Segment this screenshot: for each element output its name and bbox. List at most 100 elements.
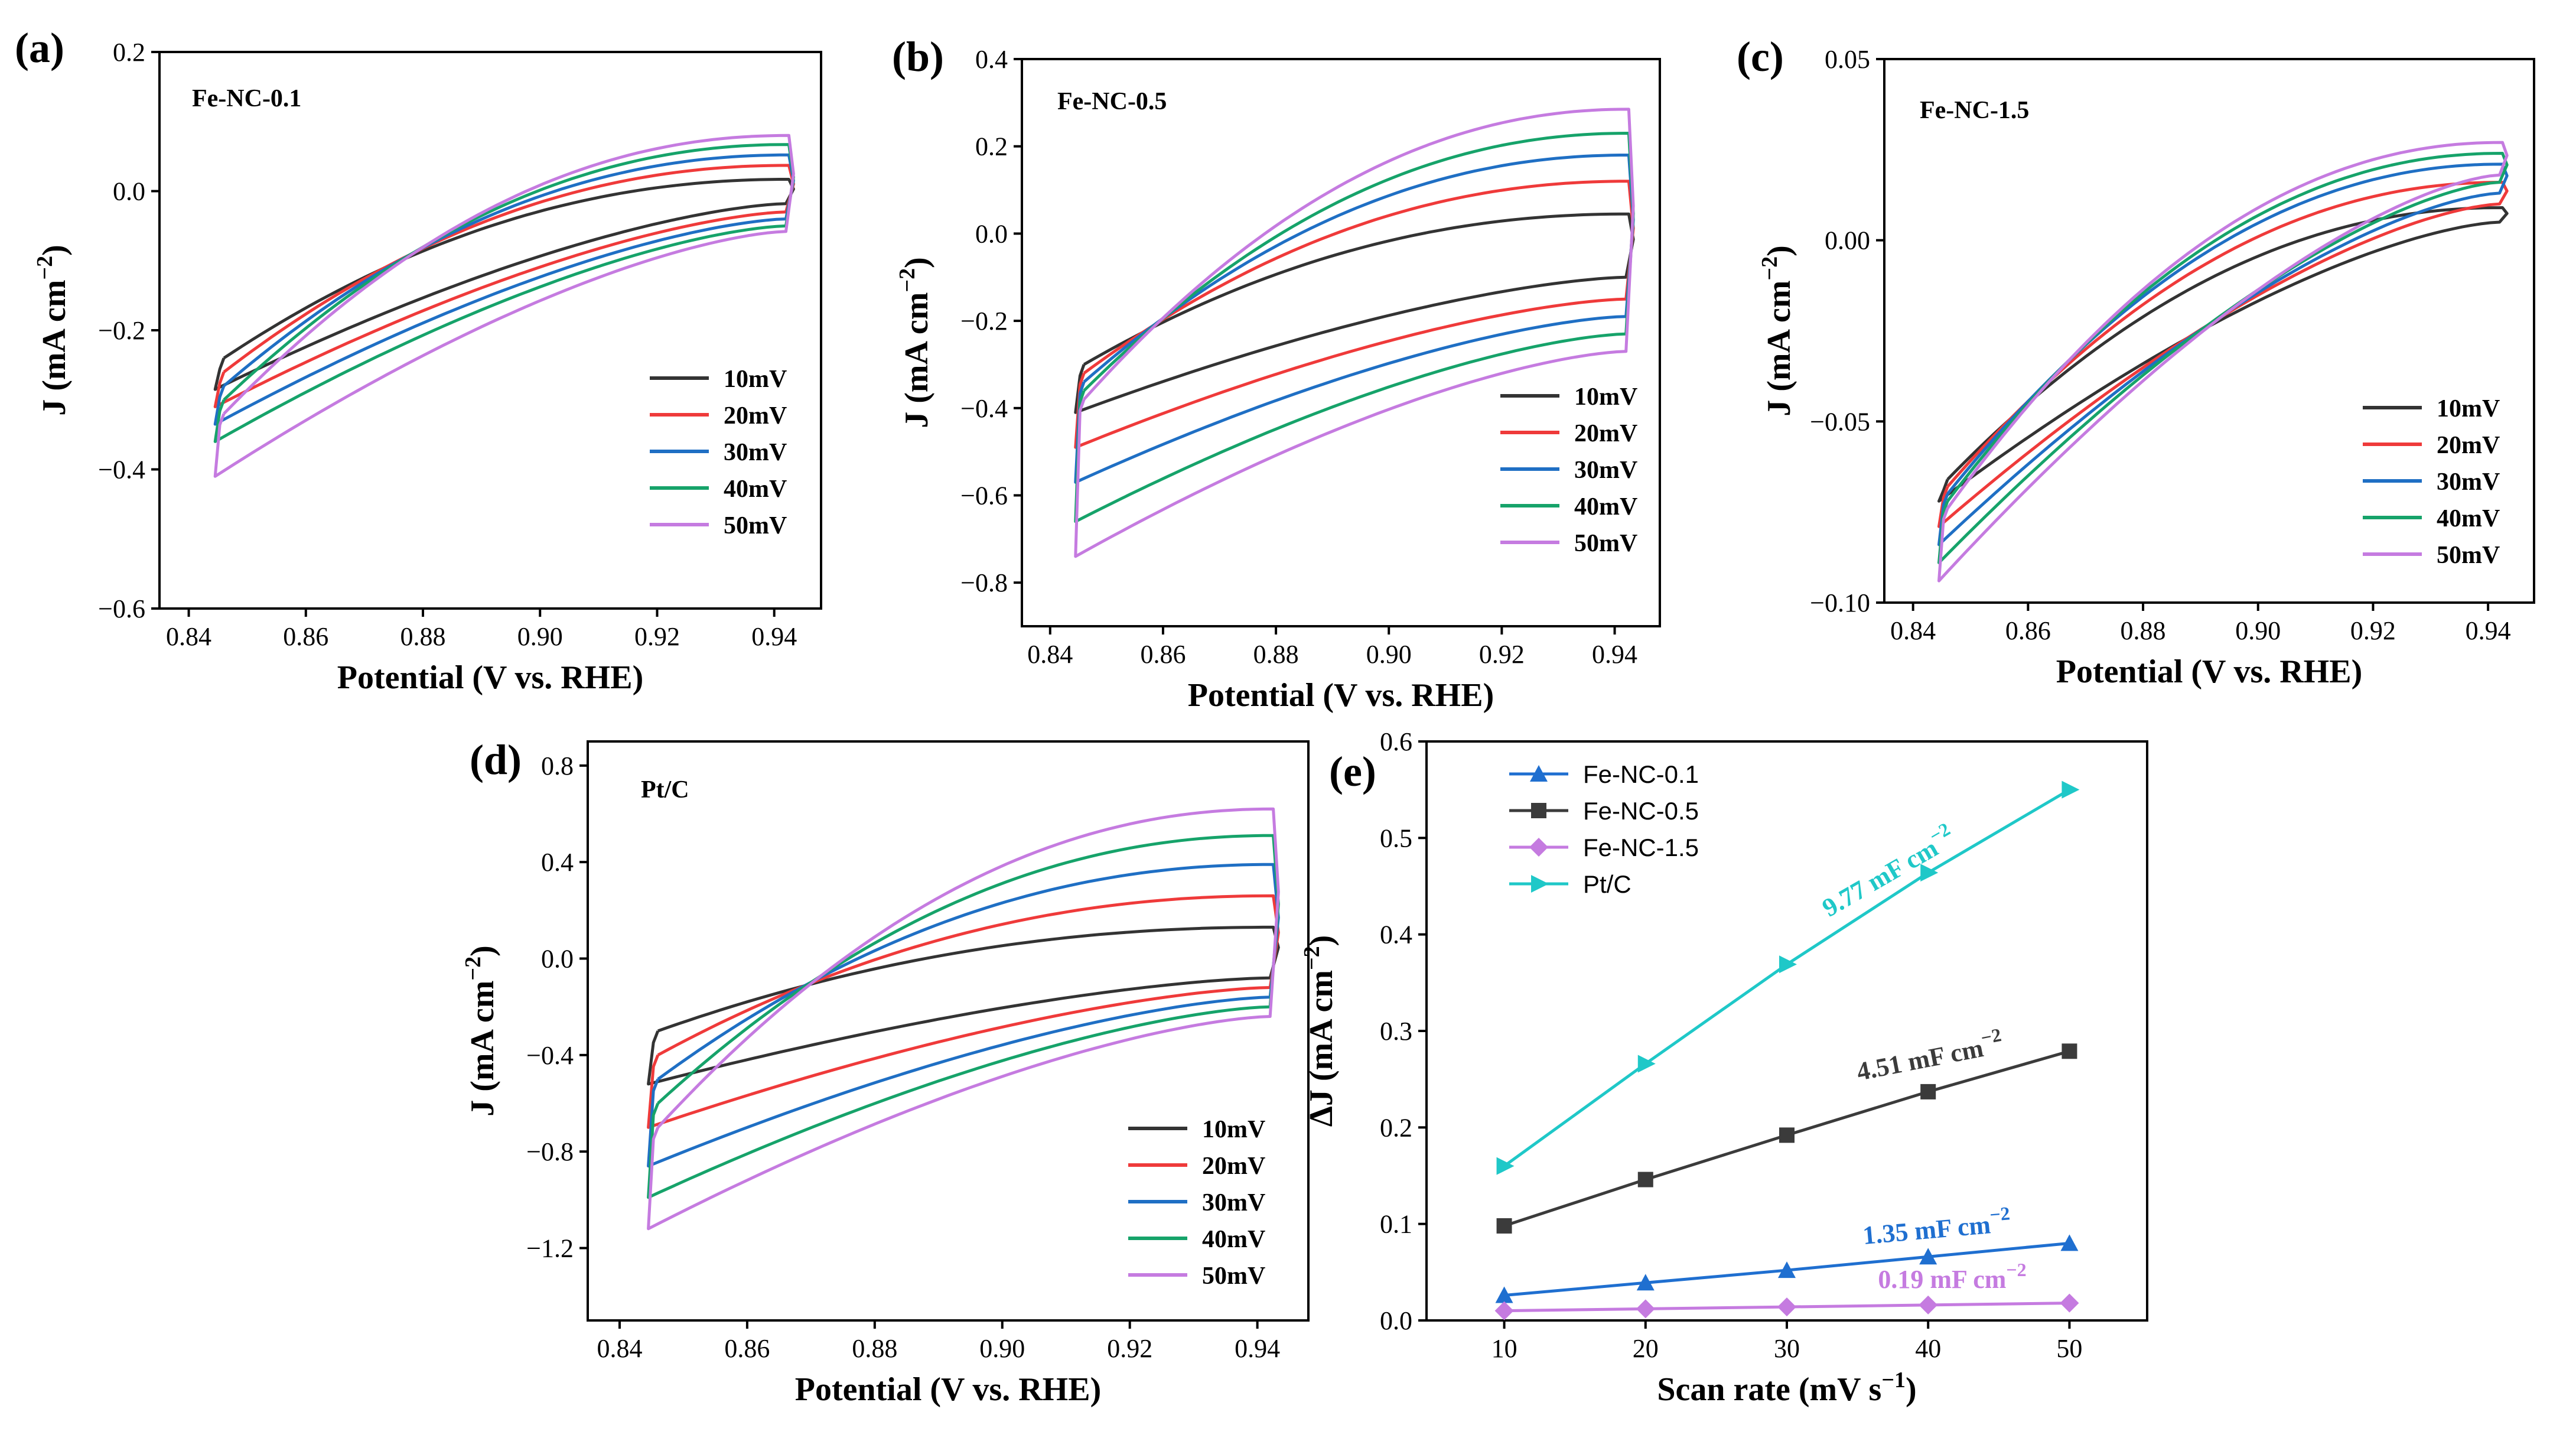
cv-loop-30mV <box>1937 162 2509 546</box>
cv-loop-20mV <box>1937 181 2509 528</box>
y-tick-label: −0.4 <box>526 1041 574 1070</box>
sample-annotation: Pt/C <box>641 776 689 803</box>
y-axis-label: J (mA cm−2) <box>461 945 501 1116</box>
cv-loop-50mV <box>1074 108 1635 558</box>
legend-label: Fe-NC-0.1 <box>1583 760 1699 788</box>
panel-letter: (a) <box>15 24 64 71</box>
y-tick-label: −0.2 <box>960 307 1008 336</box>
data-point-Fe-NC-1.5 <box>1636 1299 1655 1319</box>
data-point-Pt/C <box>1637 1055 1656 1073</box>
y-tick-label: 0.6 <box>1380 727 1412 756</box>
x-tick-label: 10 <box>1491 1334 1517 1363</box>
legend-label: 20mV <box>724 402 787 430</box>
x-tick-label: 0.88 <box>1253 640 1299 669</box>
slope-label: 9.77 mF cm−2 <box>1815 818 1961 923</box>
y-tick-label: −0.05 <box>1810 407 1870 436</box>
x-tick-label: 0.86 <box>283 622 328 651</box>
x-tick-label: 0.90 <box>1366 640 1412 669</box>
legend-label: 20mV <box>1574 420 1637 447</box>
data-point-Fe-NC-0.5 <box>1779 1127 1795 1143</box>
y-tick-label: 0.0 <box>1380 1306 1412 1335</box>
cv-loop-20mV <box>647 894 1280 1129</box>
legend-marker <box>1530 765 1548 782</box>
x-tick-label: 0.92 <box>634 622 680 651</box>
y-tick-label: 0.3 <box>1380 1017 1412 1046</box>
x-axis-label: Potential (V vs. RHE) <box>2056 653 2363 690</box>
y-tick-label: −0.6 <box>98 594 145 623</box>
legend-label: 50mV <box>724 512 787 539</box>
y-tick-label: 0.4 <box>1380 920 1412 949</box>
y-axis-label: J (mA cm−2) <box>1757 245 1797 416</box>
legend-marker <box>1531 875 1549 893</box>
y-tick-label: 0.00 <box>1825 226 1870 255</box>
panel-letter: (c) <box>1737 33 1784 80</box>
legend-label: 10mV <box>1202 1116 1265 1143</box>
x-axis-label: Potential (V vs. RHE) <box>337 659 644 696</box>
legend-label: 20mV <box>2437 432 2500 459</box>
sample-annotation: Fe-NC-0.1 <box>192 85 301 112</box>
x-tick-label: 0.84 <box>1027 640 1073 669</box>
x-tick-label: 0.94 <box>2466 616 2511 645</box>
cv-loop-20mV <box>1074 180 1635 449</box>
slope-label: 1.35 mF cm−2 <box>1861 1202 2012 1250</box>
data-point-Fe-NC-0.5 <box>1920 1084 1936 1099</box>
y-tick-label: 0.2 <box>1380 1113 1412 1142</box>
y-tick-label: 0.05 <box>1825 45 1870 74</box>
x-tick-label: 0.90 <box>517 622 563 651</box>
legend-marker <box>1529 838 1548 857</box>
legend-marker <box>1531 803 1546 818</box>
cv-loop-40mV <box>213 143 795 443</box>
data-point-Fe-NC-1.5 <box>1919 1295 1938 1315</box>
legend-label: 10mV <box>2437 395 2500 422</box>
cv-loop-10mV <box>1074 212 1635 414</box>
x-tick-label: 40 <box>1915 1334 1941 1363</box>
legend-label: 50mV <box>1202 1263 1265 1290</box>
legend-label: 50mV <box>1574 530 1637 557</box>
plot-frame <box>1883 58 2535 604</box>
y-tick-label: −0.6 <box>960 481 1008 510</box>
x-axis-label: Potential (V vs. RHE) <box>1188 677 1494 714</box>
data-point-Pt/C <box>1496 1157 1515 1175</box>
x-tick-label: 20 <box>1633 1334 1659 1363</box>
plot-frame <box>587 740 1310 1322</box>
y-tick-label: 0.0 <box>541 945 574 974</box>
panel-a: 0.84 0.86 0.88 0.90 0.92 0.94 −0.6 −0.4 −0.2 0.0 0… <box>15 24 822 696</box>
cv-loop-40mV <box>1074 132 1635 523</box>
data-point-Fe-NC-0.1 <box>1636 1274 1655 1291</box>
data-point-Fe-NC-1.5 <box>2060 1293 2079 1313</box>
legend-label: 30mV <box>1202 1189 1265 1216</box>
panel-letter: (b) <box>892 33 944 80</box>
cv-loop-30mV <box>213 153 795 426</box>
legend-label: 40mV <box>724 476 787 503</box>
y-tick-label: 0.4 <box>975 45 1008 74</box>
y-tick-label: 0.4 <box>541 848 574 877</box>
panel-letter: (d) <box>470 736 522 783</box>
y-tick-label: −0.2 <box>98 316 145 345</box>
panel-e: 10 20 30 40 50 0.0 0.1 0.2 0.3 0.4 0.5 0.6 Scan rate… <box>1300 727 2148 1408</box>
legend-label: 50mV <box>2437 542 2500 569</box>
panel-b: 0.84 0.86 0.88 0.90 0.92 0.94 −0.8 −0.6 −0.4 −0.2… <box>892 33 1661 714</box>
legend-label: 40mV <box>1202 1226 1265 1253</box>
y-tick-label: −0.8 <box>960 568 1008 597</box>
cv-loop-50mV <box>213 134 795 478</box>
x-axis-label: Potential (V vs. RHE) <box>795 1371 1102 1408</box>
data-point-Fe-NC-0.5 <box>1496 1218 1512 1234</box>
panel-letter: (e) <box>1329 748 1376 795</box>
data-point-Fe-NC-0.1 <box>1919 1248 1937 1265</box>
plot-frame <box>1425 740 2148 1322</box>
panel-c: 0.84 0.86 0.88 0.90 0.92 0.94 −0.10 −0.05 0.00 0.… <box>1737 33 2535 690</box>
y-axis-label: ΔJ (mA cm−2) <box>1300 935 1340 1127</box>
cv-loop-40mV <box>1937 152 2509 564</box>
x-tick-label: 0.84 <box>1890 616 1936 645</box>
data-point-Fe-NC-0.1 <box>2060 1234 2079 1251</box>
y-tick-label: −0.4 <box>960 394 1008 423</box>
x-axis-label: Scan rate (mV s−1) <box>1657 1368 1916 1408</box>
x-tick-label: 0.84 <box>166 622 211 651</box>
y-tick-label: 0.5 <box>1380 824 1412 853</box>
data-point-Pt/C <box>1920 864 1939 882</box>
y-axis-label: J (mA cm−2) <box>32 245 73 415</box>
data-point-Fe-NC-0.5 <box>1637 1172 1653 1188</box>
data-point-Fe-NC-0.1 <box>1778 1261 1796 1278</box>
x-tick-label: 0.92 <box>2350 616 2396 645</box>
legend-label: Pt/C <box>1583 870 1631 898</box>
